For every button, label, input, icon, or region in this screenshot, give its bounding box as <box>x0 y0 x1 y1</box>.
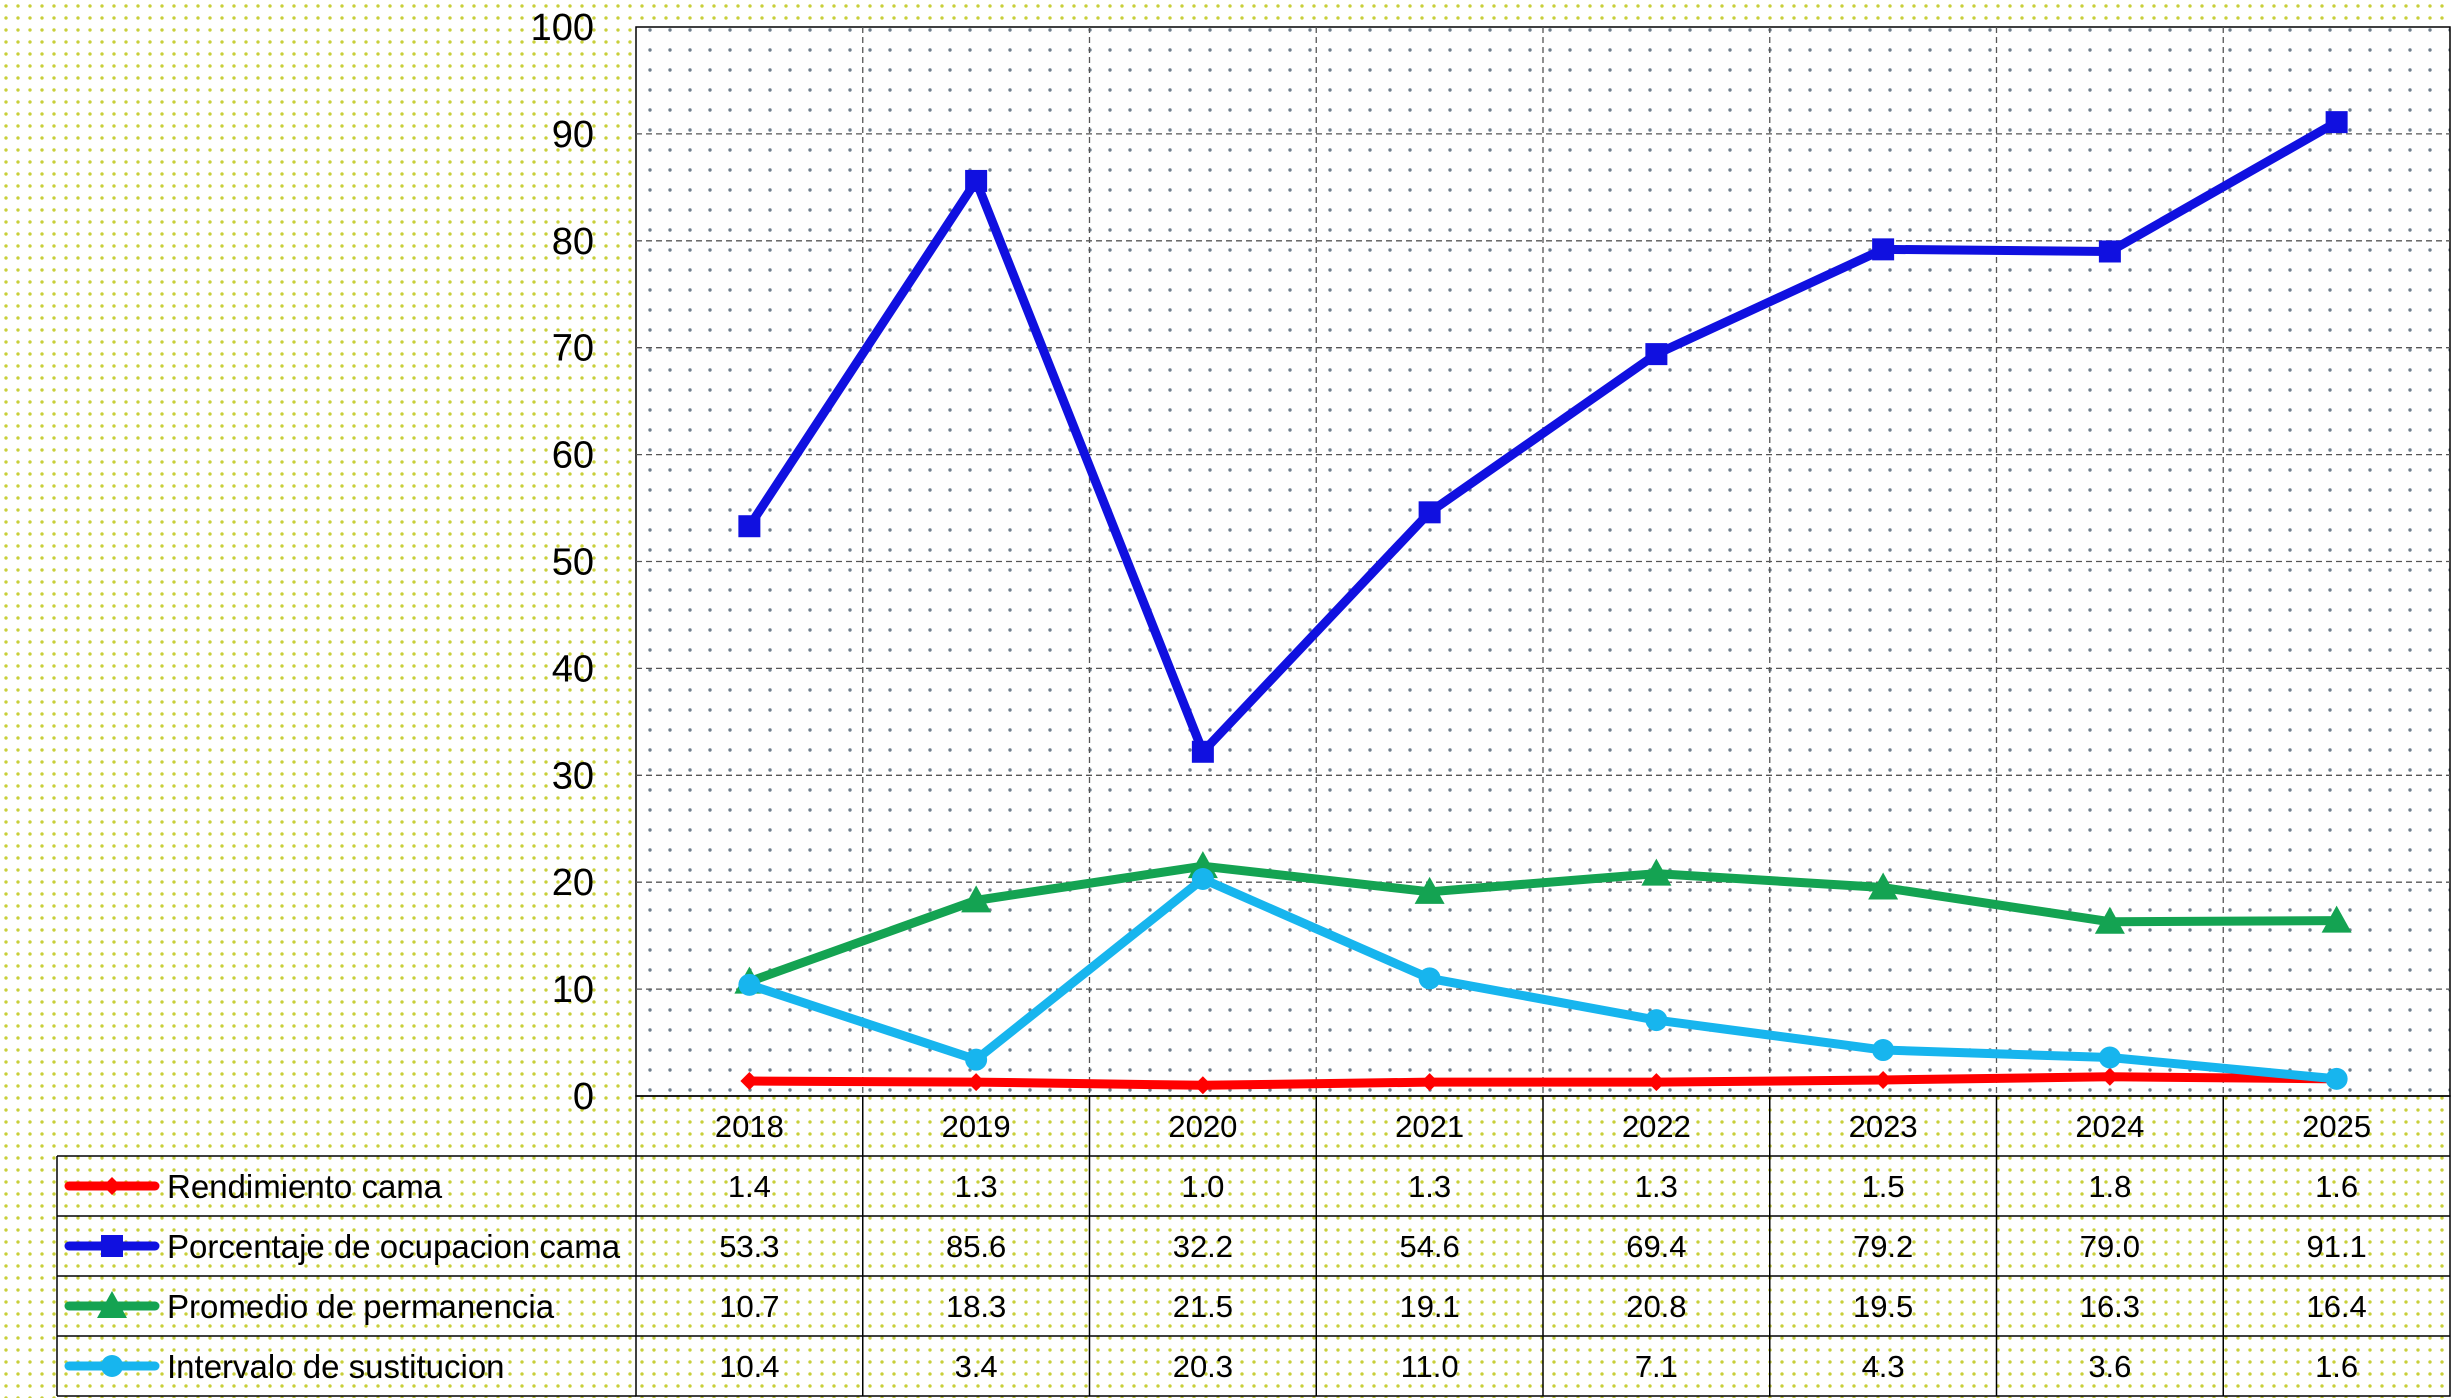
data-label: 19.5 <box>1853 1289 1913 1324</box>
y-tick-label: 10 <box>552 969 594 1011</box>
data-label: 1.8 <box>2088 1169 2131 1204</box>
point-marker <box>1872 238 1895 261</box>
legend-label: Promedio de permanencia <box>167 1288 555 1325</box>
x-tick-label: 2023 <box>1849 1109 1918 1144</box>
point-marker <box>2098 240 2121 263</box>
data-label: 1.4 <box>728 1169 771 1204</box>
series-line <box>744 874 2342 1084</box>
point-marker <box>1868 872 1899 900</box>
series-intervalo-de-sustitucion <box>738 867 2348 1090</box>
data-label: 10.4 <box>719 1349 779 1384</box>
point-marker <box>1414 876 1445 904</box>
series-line <box>744 861 2342 987</box>
y-tick-label: 100 <box>531 7 594 49</box>
x-tick-label: 2019 <box>942 1109 1011 1144</box>
point-marker <box>1645 343 1668 366</box>
data-label: 1.3 <box>1408 1169 1451 1204</box>
legend-label: Porcentaje de ocupacion cama <box>167 1228 621 1265</box>
x-tick-label: 2018 <box>715 1109 784 1144</box>
data-label: 79.2 <box>1853 1229 1913 1264</box>
data-label: 1.6 <box>2315 1349 2358 1384</box>
series-porcentaje-de-ocupacion-cama <box>738 111 2348 763</box>
y-tick-label: 0 <box>573 1076 594 1118</box>
data-label: 1.3 <box>955 1169 998 1204</box>
point-marker <box>101 1355 123 1377</box>
data-label: 20.8 <box>1626 1289 1686 1324</box>
data-label: 79.0 <box>2080 1229 2140 1264</box>
y-tick-label: 90 <box>552 114 594 156</box>
point-marker <box>1872 1039 1895 1062</box>
point-marker <box>2098 1046 2121 1069</box>
data-label: 32.2 <box>1173 1229 1233 1264</box>
data-label: 85.6 <box>946 1229 1006 1264</box>
point-marker <box>101 1235 123 1257</box>
series-line <box>744 1072 2342 1090</box>
y-tick-label: 30 <box>552 755 594 797</box>
series-line <box>744 117 2342 757</box>
point-marker <box>103 1177 121 1195</box>
point-marker <box>1420 1073 1439 1092</box>
y-tick-label: 70 <box>552 328 594 370</box>
x-tick-label: 2020 <box>1168 1109 1237 1144</box>
x-tick-label: 2024 <box>2075 1109 2144 1144</box>
point-marker <box>2094 906 2125 934</box>
point-marker <box>961 885 992 913</box>
y-tick-label: 50 <box>552 542 594 584</box>
data-label: 10.7 <box>719 1289 779 1324</box>
point-marker <box>1641 858 1672 886</box>
point-marker <box>738 973 761 996</box>
data-label: 18.3 <box>946 1289 1006 1324</box>
data-label: 1.5 <box>1862 1169 1905 1204</box>
data-label: 16.3 <box>2080 1289 2140 1324</box>
point-marker <box>1193 1076 1212 1095</box>
point-marker <box>1874 1070 1893 1089</box>
data-label: 1.3 <box>1635 1169 1678 1204</box>
point-marker <box>2100 1067 2119 1086</box>
point-marker <box>965 1048 988 1071</box>
data-label: 11.0 <box>1401 1349 1459 1384</box>
point-marker <box>2325 111 2348 134</box>
series-rendimiento-cama <box>740 1067 2346 1095</box>
data-label: 19.1 <box>1399 1289 1459 1324</box>
point-marker <box>1191 867 1214 890</box>
data-label: 7.1 <box>1635 1349 1678 1384</box>
data-label: 20.3 <box>1173 1349 1233 1384</box>
legend-label: Intervalo de sustitucion <box>167 1348 505 1385</box>
data-label: 54.6 <box>1399 1229 1459 1264</box>
data-label: 1.0 <box>1181 1169 1224 1204</box>
data-label: 21.5 <box>1173 1289 1233 1324</box>
point-marker <box>1418 967 1441 990</box>
point-marker <box>967 1073 986 1092</box>
data-label: 91.1 <box>2306 1229 2366 1264</box>
y-tick-label: 40 <box>552 648 594 690</box>
y-tick-label: 60 <box>552 435 594 477</box>
point-marker <box>738 515 761 538</box>
data-label: 3.6 <box>2088 1349 2131 1384</box>
x-tick-label: 2025 <box>2302 1109 2371 1144</box>
point-marker <box>97 1291 127 1318</box>
data-label: 3.4 <box>955 1349 998 1384</box>
point-marker <box>1191 740 1214 763</box>
data-label: 69.4 <box>1626 1229 1686 1264</box>
point-marker <box>2325 1067 2348 1090</box>
point-marker <box>740 1072 759 1091</box>
x-tick-label: 2021 <box>1395 1109 1464 1144</box>
point-marker <box>965 169 988 192</box>
point-marker <box>1645 1009 1668 1032</box>
data-label: 1.6 <box>2315 1169 2358 1204</box>
point-marker <box>1647 1073 1666 1092</box>
point-marker <box>2321 905 2352 933</box>
y-tick-label: 20 <box>552 862 594 904</box>
point-marker <box>1418 501 1441 524</box>
x-tick-label: 2022 <box>1622 1109 1691 1144</box>
data-label: 53.3 <box>719 1229 779 1264</box>
data-label: 4.3 <box>1862 1349 1905 1384</box>
data-label: 16.4 <box>2306 1289 2366 1324</box>
legend-label: Rendimiento cama <box>167 1168 443 1205</box>
y-tick-label: 80 <box>552 221 594 263</box>
